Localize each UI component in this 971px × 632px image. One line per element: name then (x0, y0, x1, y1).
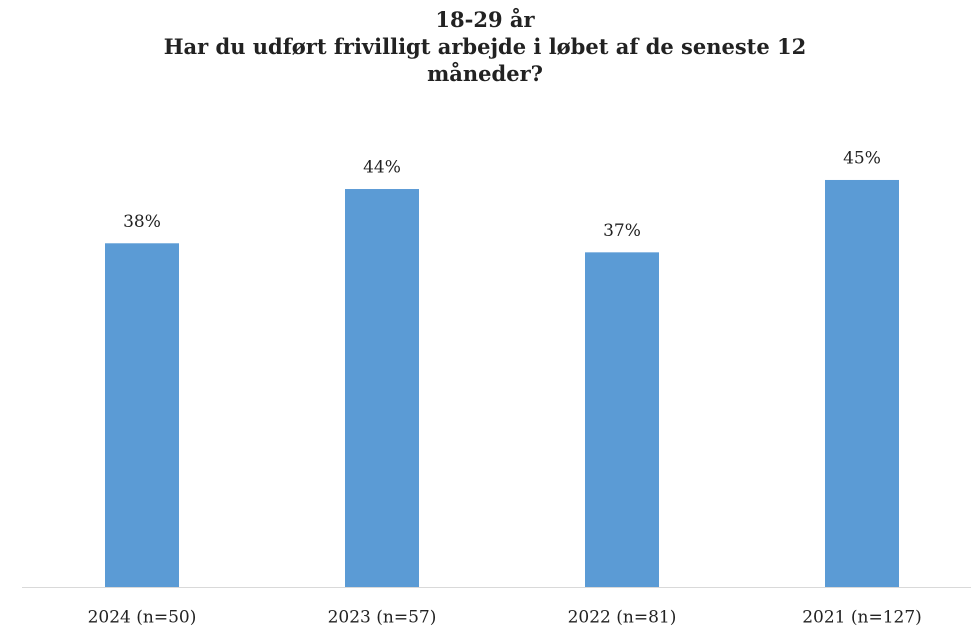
x-tick-label: 2022 (n=81) (568, 608, 677, 628)
bar (585, 252, 659, 587)
value-label: 38% (123, 212, 161, 232)
x-tick-label: 2021 (n=127) (802, 608, 922, 628)
chart-subtitle: Har du udført frivilligt arbejde i løbet… (163, 34, 807, 86)
value-label: 37% (603, 221, 641, 241)
value-label: 45% (843, 148, 881, 168)
titles: 18-29 år Har du udført frivilligt arbejd… (135, 6, 835, 87)
bar (105, 243, 179, 588)
x-tick-label: 2024 (n=50) (88, 608, 197, 628)
value-label: 44% (363, 158, 401, 178)
chart-title: 18-29 år (435, 7, 535, 32)
bar (345, 189, 419, 587)
bar (825, 179, 899, 587)
x-tick-label: 2023 (n=57) (328, 608, 437, 628)
